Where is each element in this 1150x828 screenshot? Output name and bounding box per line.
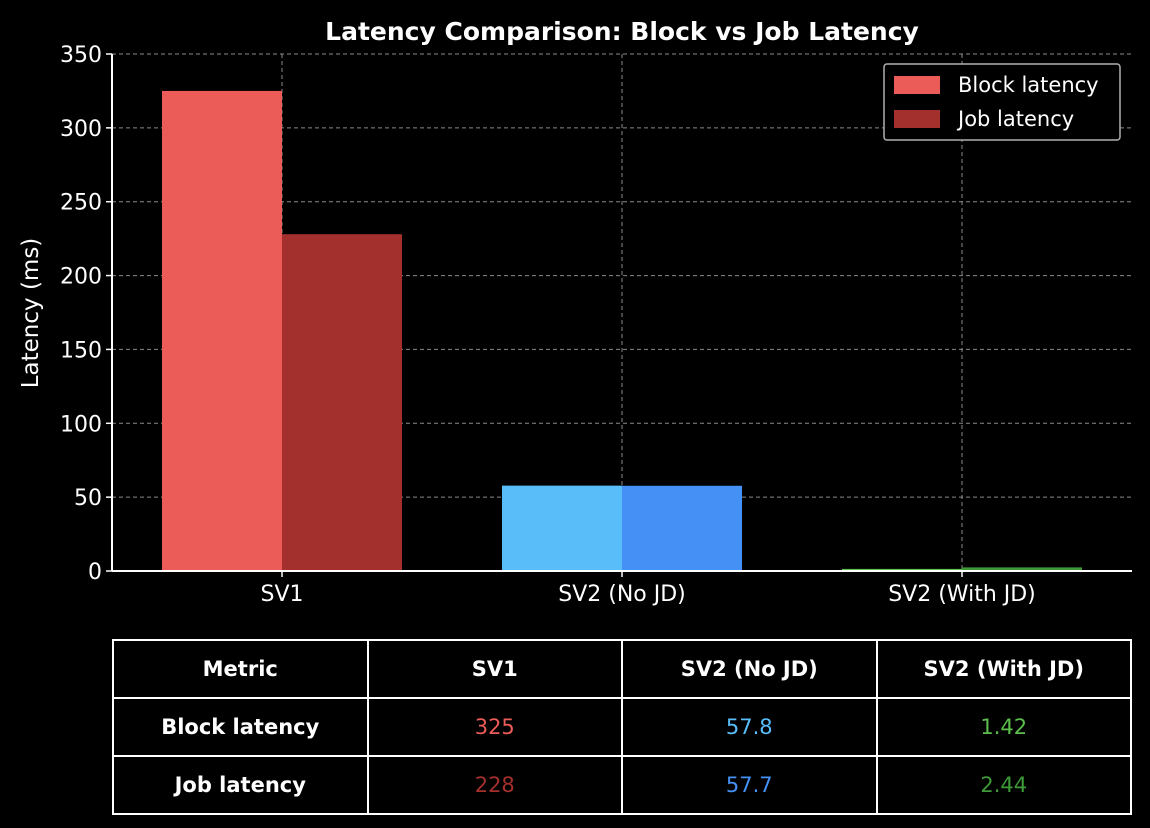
table-header-cell: Metric <box>112 639 369 699</box>
bar <box>962 567 1082 571</box>
y-tick-label: 150 <box>60 338 102 363</box>
legend-swatch <box>894 76 940 94</box>
table-cell: 57.8 <box>621 697 878 757</box>
table-cell: 1.42 <box>875 697 1132 757</box>
table-cell: 325 <box>366 697 623 757</box>
legend-swatch <box>894 110 940 128</box>
chart-title: Latency Comparison: Block vs Job Latency <box>325 17 919 46</box>
table-header-row: Metric SV1 SV2 (No JD) SV2 (With JD) <box>112 639 1132 699</box>
bar <box>162 90 282 571</box>
legend-label: Job latency <box>956 107 1074 131</box>
legend-box <box>883 63 1121 141</box>
bar <box>282 234 402 571</box>
y-tick-label: 0 <box>88 560 102 585</box>
table-cell: 57.7 <box>621 755 878 815</box>
y-tick-label: 250 <box>60 191 102 216</box>
x-tick-label: SV2 (With JD) <box>888 582 1036 607</box>
table-cell: 2.44 <box>875 755 1132 815</box>
legend-label: Block latency <box>958 73 1099 97</box>
x-tick-label: SV1 <box>260 582 303 607</box>
bar <box>502 485 622 571</box>
table-header-cell: SV2 (No JD) <box>621 639 878 699</box>
bar-chart: Latency Comparison: Block vs Job Latency… <box>18 17 1132 607</box>
x-tick-label: SV2 (No JD) <box>558 582 686 607</box>
y-tick-label: 200 <box>60 265 102 290</box>
table-header-cell: SV2 (With JD) <box>875 639 1132 699</box>
table-row: Block latency 325 57.8 1.42 <box>112 697 1132 757</box>
table-row-label: Block latency <box>112 697 369 757</box>
bar <box>622 485 742 571</box>
y-axis-label: Latency (ms) <box>18 238 44 389</box>
table-cell: 228 <box>366 755 623 815</box>
table-row-label: Job latency <box>112 755 369 815</box>
y-tick-label: 300 <box>60 117 102 142</box>
table-header-cell: SV1 <box>366 639 623 699</box>
y-tick-label: 50 <box>74 486 102 511</box>
summary-table: Metric SV1 SV2 (No JD) SV2 (With JD) Blo… <box>112 639 1132 815</box>
bar <box>842 568 962 571</box>
y-tick-label: 100 <box>60 412 102 437</box>
table-row: Job latency 228 57.7 2.44 <box>112 755 1132 815</box>
y-tick-label: 350 <box>60 43 102 68</box>
